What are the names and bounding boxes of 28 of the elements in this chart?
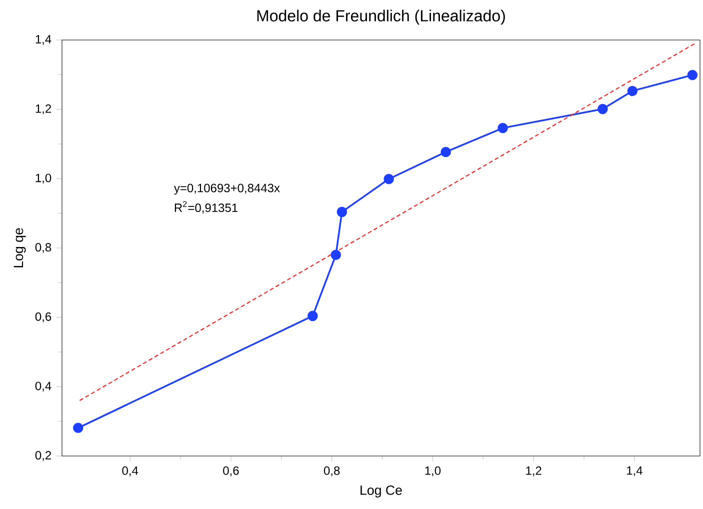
x-tick-label: 1,4 [627,466,642,476]
annotation: y=0,10693+0,8443x [174,184,280,195]
x-tick-label: 0,4 [122,466,138,476]
y-tick-label: 0,8 [35,243,52,253]
point [73,422,84,434]
y-tick-label: 1,4 [36,35,52,45]
point [384,174,394,184]
x-tick-label: 0,8 [324,466,340,476]
y-tick-label: 1,0 [36,174,52,184]
point [627,86,638,96]
point [308,310,318,322]
y-tick-label: 1,2 [36,104,51,114]
y-tick-label: 0,6 [35,312,52,322]
point [330,250,341,260]
point [440,146,451,158]
x-axis-title: Log Ce [360,485,402,498]
annotation: R$^{2}$=0,91351 [174,201,238,214]
point [687,70,698,80]
y-axis-title: Log qe [14,228,26,268]
x-tick-label: 0,6 [223,466,239,476]
point [498,122,508,134]
y-tick-label: 0,2 [35,451,51,461]
point [598,104,608,114]
y-tick-label: 0,4 [35,382,52,392]
x-tick-label: 1,0 [425,466,441,476]
x-tick-label: 1,2 [526,466,542,476]
point [336,206,348,218]
chart-title: Modelo de Freundlich (Linealizado) [257,10,505,25]
